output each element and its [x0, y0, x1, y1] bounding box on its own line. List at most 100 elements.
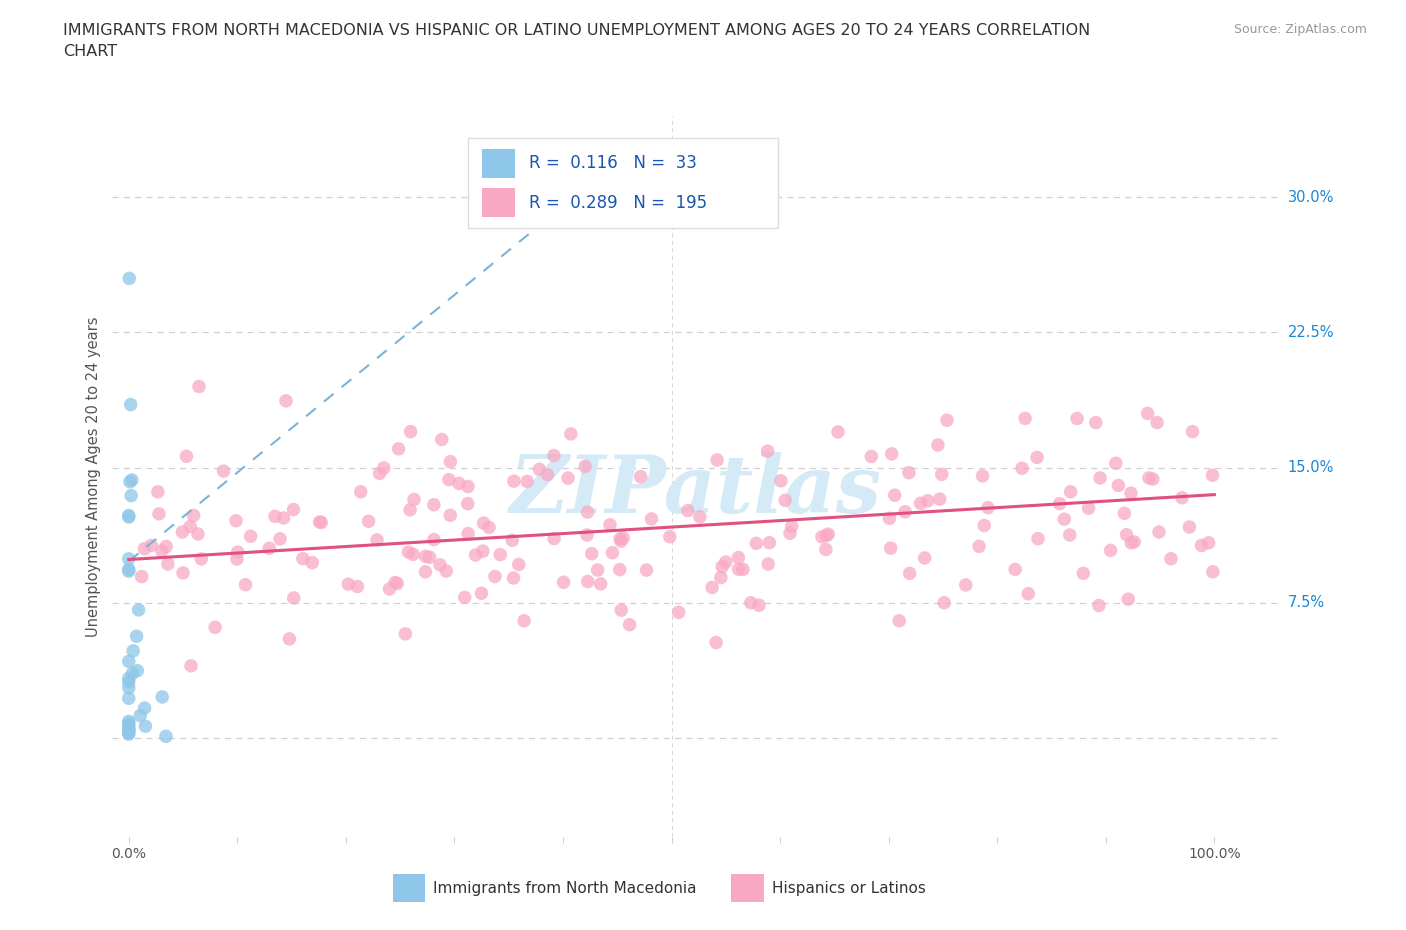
Point: [118, 674, 141, 689]
Point: [503, 473, 526, 488]
Point: [1181, 424, 1204, 439]
Point: [176, 449, 198, 464]
Point: [914, 551, 936, 565]
Point: [576, 574, 599, 589]
Point: [118, 681, 141, 696]
Point: [815, 528, 838, 543]
Point: [1053, 512, 1076, 526]
Point: [464, 548, 486, 563]
Point: [1123, 535, 1146, 550]
Point: [134, 719, 156, 734]
Point: [1084, 415, 1107, 430]
Point: [610, 603, 633, 618]
Point: [120, 488, 142, 503]
Point: [118, 723, 141, 737]
Point: [889, 614, 911, 629]
Text: ZIPatlas: ZIPatlas: [510, 452, 882, 530]
Point: [387, 442, 409, 457]
Point: [430, 432, 453, 447]
Point: [118, 564, 141, 578]
Point: [150, 543, 173, 558]
Point: [769, 473, 792, 488]
Point: [508, 557, 530, 572]
Point: [1011, 461, 1033, 476]
Point: [1088, 598, 1111, 613]
Point: [711, 559, 734, 574]
Point: [489, 547, 512, 562]
Point: [936, 413, 959, 428]
Point: [1178, 520, 1201, 535]
Text: 30.0%: 30.0%: [1288, 190, 1334, 205]
Point: [291, 551, 314, 566]
Point: [910, 496, 932, 511]
Point: [516, 474, 538, 489]
Point: [439, 454, 461, 469]
Point: [576, 527, 599, 542]
Point: [346, 579, 368, 594]
Point: [1116, 591, 1139, 606]
Point: [704, 635, 727, 650]
Point: [484, 569, 506, 584]
Point: [727, 551, 749, 565]
Point: [125, 629, 148, 644]
Point: [609, 562, 631, 577]
Point: [1059, 485, 1081, 499]
Point: [439, 508, 461, 523]
Bar: [731, 874, 763, 902]
Point: [172, 565, 194, 580]
Point: [773, 493, 796, 508]
Point: [118, 510, 141, 525]
Point: [814, 542, 837, 557]
Point: [127, 663, 149, 678]
Point: [118, 508, 141, 523]
Point: [121, 666, 143, 681]
Point: [172, 525, 194, 539]
Point: [457, 497, 479, 512]
Point: [917, 493, 939, 508]
Point: [1146, 415, 1168, 430]
Point: [204, 620, 226, 635]
Point: [543, 531, 565, 546]
Point: [183, 508, 205, 523]
Point: [120, 397, 142, 412]
Point: [415, 565, 437, 579]
Text: Source: ZipAtlas.com: Source: ZipAtlas.com: [1233, 23, 1367, 36]
Point: [373, 460, 395, 475]
Point: [235, 578, 257, 592]
Point: [589, 577, 612, 591]
Point: [415, 549, 437, 564]
Text: R =  0.289   N =  195: R = 0.289 N = 195: [529, 193, 707, 212]
Point: [118, 723, 141, 737]
Point: [131, 569, 153, 584]
Point: [239, 529, 262, 544]
Point: [1114, 506, 1136, 521]
Bar: [482, 149, 515, 178]
Point: [471, 544, 494, 559]
Point: [934, 595, 956, 610]
Point: [758, 536, 780, 551]
Point: [141, 538, 163, 553]
Point: [931, 467, 953, 482]
Point: [478, 520, 501, 535]
Point: [155, 539, 177, 554]
Point: [898, 566, 921, 581]
Point: [366, 533, 388, 548]
Point: [927, 438, 949, 453]
Point: [1077, 500, 1099, 515]
Point: [387, 576, 409, 591]
Point: [668, 604, 690, 619]
Point: [134, 700, 156, 715]
Point: [398, 545, 420, 560]
Point: [118, 723, 141, 737]
Point: [553, 575, 575, 590]
Text: R =  0.116   N =  33: R = 0.116 N = 33: [529, 154, 697, 172]
Point: [1066, 411, 1088, 426]
Point: [599, 517, 621, 532]
Point: [212, 464, 235, 479]
Point: [179, 519, 201, 534]
Point: [437, 472, 460, 487]
Point: [928, 492, 950, 507]
Point: [118, 716, 141, 731]
Point: [156, 556, 179, 571]
Point: [973, 518, 995, 533]
